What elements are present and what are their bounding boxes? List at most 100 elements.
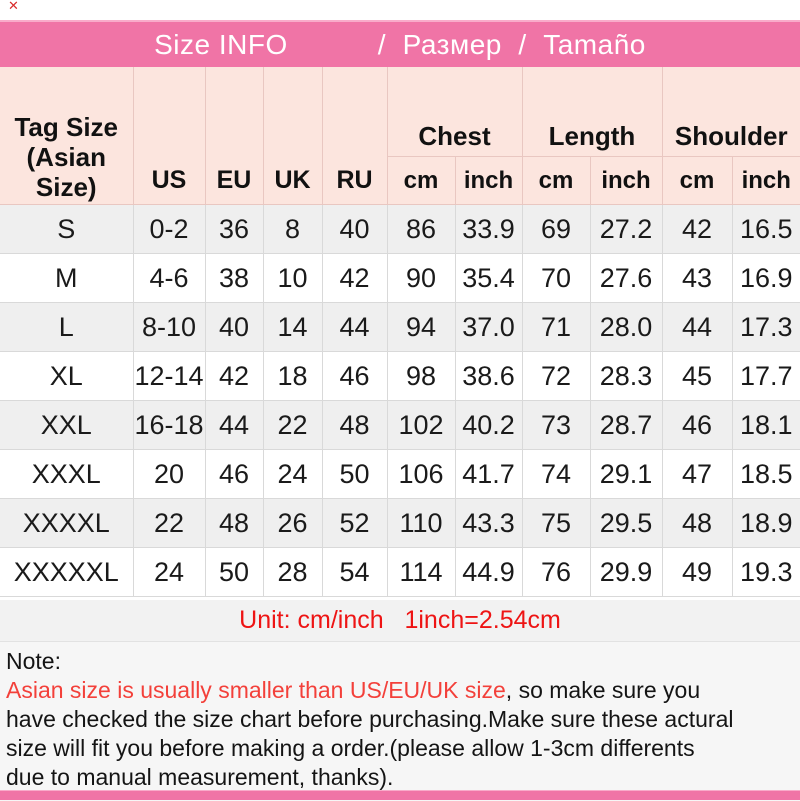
cell-ru: 46 bbox=[321, 351, 388, 401]
cell-shoulder_inch: 16.9 bbox=[731, 253, 800, 303]
cell-chest_inch: 40.2 bbox=[454, 400, 523, 450]
chest-group-header: Chest bbox=[386, 67, 523, 157]
cell-shoulder_cm: 42 bbox=[661, 204, 733, 254]
cell-shoulder_inch: 18.5 bbox=[731, 449, 800, 499]
cell-chest_cm: 98 bbox=[386, 351, 456, 401]
size-table: Tag Size (Asian Size) US EU UK RU Chest … bbox=[0, 67, 800, 597]
table-row: XXL 16-18 44 22 48 102 40.2 73 28.7 46 18.1 bbox=[0, 400, 800, 450]
bottom-pink-bar bbox=[0, 790, 800, 800]
header-row-units: cm inch cm inch cm inch bbox=[0, 156, 800, 205]
cell-uk: 26 bbox=[262, 498, 323, 548]
cell-shoulder_inch: 18.9 bbox=[731, 498, 800, 548]
cell-chest_cm: 102 bbox=[386, 400, 456, 450]
cell-ru: 54 bbox=[321, 547, 388, 597]
unit-note-text: Unit: cm/inch 1inch=2.54cm bbox=[239, 606, 561, 634]
table-row: L 8-10 40 14 44 94 37.0 71 28.0 44 17.3 bbox=[0, 302, 800, 352]
note-text: , so make sure you bbox=[505, 677, 701, 703]
cell-us: 16-18 bbox=[132, 400, 206, 450]
cell-ru: 40 bbox=[321, 204, 388, 254]
cell-tag: XL bbox=[0, 351, 134, 401]
title-translations: / Размер / Tamaño bbox=[377, 28, 646, 60]
cell-shoulder_cm: 43 bbox=[661, 253, 733, 303]
cell-chest_inch: 33.9 bbox=[454, 204, 523, 254]
cell-tag: M bbox=[0, 253, 134, 303]
note-section: Note: Asian size is usually smaller than… bbox=[0, 642, 800, 801]
cell-shoulder_cm: 46 bbox=[661, 400, 733, 450]
cell-us: 22 bbox=[132, 498, 206, 548]
cell-eu: 46 bbox=[204, 449, 264, 499]
cell-uk: 28 bbox=[262, 547, 323, 597]
note-text: size will fit you before making a order.… bbox=[6, 735, 695, 761]
cell-shoulder_cm: 44 bbox=[661, 302, 733, 352]
length-inch-header: inch bbox=[589, 156, 663, 205]
cell-us: 20 bbox=[132, 449, 206, 499]
note-line: Asian size is usually smaller than US/EU… bbox=[6, 676, 794, 705]
cell-uk: 14 bbox=[262, 302, 323, 352]
table-row: M 4-6 38 10 42 90 35.4 70 27.6 43 16.9 bbox=[0, 253, 800, 303]
cell-chest_cm: 94 bbox=[386, 302, 456, 352]
size-table-body: S 0-2 36 8 40 86 33.9 69 27.2 42 16.5 M 4-6 38 10 42 90 3… bbox=[0, 204, 800, 597]
cell-us: 24 bbox=[132, 547, 206, 597]
cell-length_inch: 29.9 bbox=[589, 547, 663, 597]
cell-uk: 22 bbox=[262, 400, 323, 450]
table-row: XXXXL 22 48 26 52 110 43.3 75 29.5 48 18.9 bbox=[0, 498, 800, 548]
cell-chest_cm: 106 bbox=[386, 449, 456, 499]
cell-chest_cm: 90 bbox=[386, 253, 456, 303]
note-label: Note: bbox=[6, 648, 61, 674]
top-margin: ✕ bbox=[0, 0, 800, 20]
cell-length_cm: 76 bbox=[521, 547, 591, 597]
cell-chest_inch: 37.0 bbox=[454, 302, 523, 352]
chest-cm-header: cm bbox=[387, 156, 456, 205]
cell-uk: 24 bbox=[262, 449, 323, 499]
table-row: XL 12-14 42 18 46 98 38.6 72 28.3 45 17.7 bbox=[0, 351, 800, 401]
cell-length_inch: 28.3 bbox=[589, 351, 663, 401]
cell-eu: 42 bbox=[204, 351, 264, 401]
cell-shoulder_inch: 17.7 bbox=[731, 351, 800, 401]
cell-chest_inch: 41.7 bbox=[454, 449, 523, 499]
cell-chest_inch: 44.9 bbox=[454, 547, 523, 597]
cell-uk: 18 bbox=[262, 351, 323, 401]
cell-shoulder_inch: 18.1 bbox=[731, 400, 800, 450]
header-row-groups: Tag Size (Asian Size) US EU UK RU Chest … bbox=[0, 67, 800, 205]
cell-length_cm: 69 bbox=[521, 204, 591, 254]
cell-length_inch: 27.2 bbox=[589, 204, 663, 254]
cell-tag: L bbox=[0, 302, 134, 352]
cell-us: 4-6 bbox=[132, 253, 206, 303]
cell-shoulder_inch: 16.5 bbox=[731, 204, 800, 254]
cell-tag: XXXXXL bbox=[0, 547, 134, 597]
cell-eu: 44 bbox=[204, 400, 264, 450]
cell-length_cm: 73 bbox=[521, 400, 591, 450]
cell-ru: 42 bbox=[321, 253, 388, 303]
cell-eu: 40 bbox=[204, 302, 264, 352]
ru-column-header: RU bbox=[321, 67, 388, 205]
table-row: XXXXXL 24 50 28 54 114 44.9 76 29.9 49 19.3 bbox=[0, 547, 800, 597]
us-column-header: US bbox=[132, 67, 206, 205]
cell-shoulder_cm: 47 bbox=[661, 449, 733, 499]
cell-ru: 52 bbox=[321, 498, 388, 548]
eu-column-header: EU bbox=[204, 67, 264, 205]
cell-length_inch: 28.7 bbox=[589, 400, 663, 450]
cell-length_inch: 29.1 bbox=[589, 449, 663, 499]
cell-shoulder_cm: 48 bbox=[661, 498, 733, 548]
cell-uk: 10 bbox=[262, 253, 323, 303]
note-line: due to manual measurement, thanks). bbox=[6, 763, 794, 792]
cell-tag: XXL bbox=[0, 400, 134, 450]
cell-length_inch: 29.5 bbox=[589, 498, 663, 548]
note-body: Asian size is usually smaller than US/EU… bbox=[6, 676, 794, 792]
note-highlight: Asian size is usually smaller than US/EU… bbox=[6, 677, 506, 703]
cell-length_cm: 71 bbox=[521, 302, 591, 352]
cell-eu: 48 bbox=[204, 498, 264, 548]
shoulder-cm-header: cm bbox=[661, 156, 733, 205]
cell-uk: 8 bbox=[262, 204, 323, 254]
cell-chest_cm: 86 bbox=[386, 204, 456, 254]
cell-eu: 36 bbox=[204, 204, 264, 254]
cell-shoulder_inch: 17.3 bbox=[731, 302, 800, 352]
cell-length_cm: 70 bbox=[521, 253, 591, 303]
length-cm-header: cm bbox=[521, 156, 591, 205]
shoulder-group-header: Shoulder bbox=[661, 67, 800, 157]
cell-tag: S bbox=[0, 204, 134, 254]
cell-length_inch: 28.0 bbox=[589, 302, 663, 352]
chest-inch-header: inch bbox=[454, 156, 523, 205]
cell-length_inch: 27.6 bbox=[589, 253, 663, 303]
cell-shoulder_cm: 49 bbox=[661, 547, 733, 597]
